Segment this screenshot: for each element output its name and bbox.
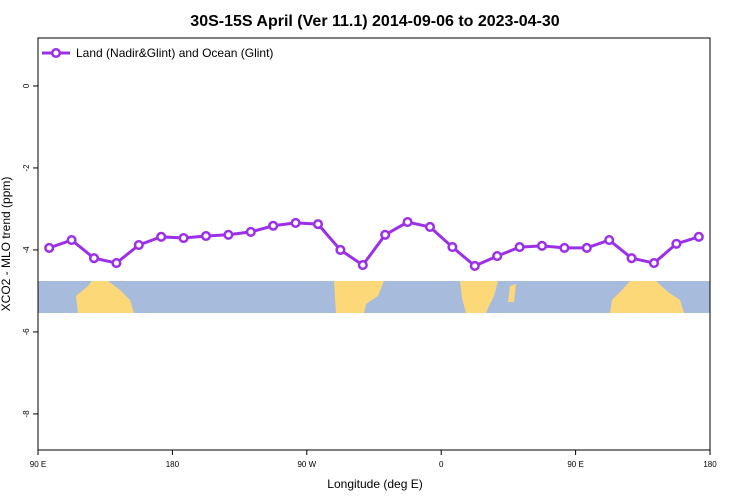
y-tick-label: -4 <box>22 246 31 254</box>
data-point <box>648 258 660 269</box>
data-point <box>492 251 503 262</box>
x-axis-label: Longitude (deg E) <box>327 477 422 491</box>
data-point <box>290 217 301 228</box>
data-point <box>223 229 234 240</box>
y-tick-label: -2 <box>22 164 31 172</box>
y-tick-label: -8 <box>22 410 31 418</box>
data-point <box>514 242 525 253</box>
data-point <box>312 219 324 230</box>
x-tick-label: 90 E <box>567 460 583 469</box>
x-tick-label: 180 <box>703 460 717 469</box>
data-point <box>178 233 189 244</box>
chart-title: 30S-15S April (Ver 11.1) 2014-09-06 to 2… <box>190 13 560 30</box>
x-tick-label: 90 W <box>297 460 316 469</box>
legend-marker <box>50 47 62 59</box>
data-point <box>268 220 279 231</box>
data-point <box>88 253 100 264</box>
plot-frame <box>37 37 711 451</box>
data-point <box>44 242 55 253</box>
data-point <box>402 217 413 228</box>
data-point <box>626 253 637 264</box>
data-point <box>581 242 592 253</box>
series-line <box>48 220 700 268</box>
data-point <box>671 238 682 249</box>
data-point <box>156 231 167 242</box>
data-point <box>424 221 436 233</box>
x-tick-label: 90 E <box>30 460 46 469</box>
data-point <box>559 242 570 253</box>
data-point <box>335 244 346 255</box>
data-point <box>200 230 212 242</box>
data-point <box>693 231 704 242</box>
y-axis-label: XCO2 - MLO trend (ppm) <box>0 177 13 312</box>
data-point <box>245 226 256 237</box>
x-tick-label: 180 <box>166 460 180 469</box>
legend-label: Land (Nadir&Glint) and Ocean (Glint) <box>76 46 273 60</box>
y-tick-label: -6 <box>22 328 31 336</box>
x-tick-label: 0 <box>439 460 444 469</box>
data-point <box>380 229 391 240</box>
data-point <box>447 242 458 253</box>
data-point <box>604 235 615 246</box>
data-point <box>111 258 122 269</box>
data-point <box>357 260 368 271</box>
data-point <box>536 240 548 251</box>
map-strip <box>38 281 710 313</box>
data-point <box>66 235 77 246</box>
y-tick-label: 0 <box>22 83 31 88</box>
data-point <box>469 260 480 271</box>
data-point <box>133 239 144 251</box>
